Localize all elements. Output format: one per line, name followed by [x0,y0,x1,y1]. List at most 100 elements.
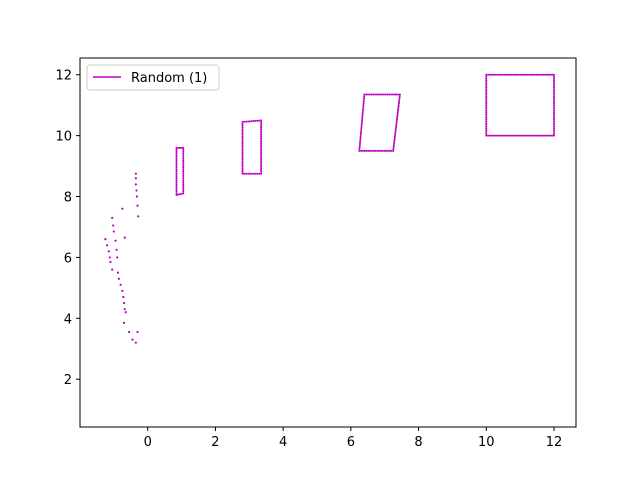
rect-outline-point [241,165,244,168]
rect-outline-point [182,150,185,153]
y-axis: 2 4 6 8 10 12 [55,69,80,388]
data-point [137,215,140,218]
rect-outline-point [394,126,397,129]
rect-outline-point [182,174,185,177]
legend-label-random-1: Random (1) [131,71,207,86]
rect-outline-point [528,73,531,76]
rect-outline-point [552,123,555,126]
data-point [107,250,110,253]
rect-outline-point [552,125,555,128]
rect-outline-point [552,129,555,132]
rect-outline-point [182,170,185,173]
rect-outline-point [398,97,401,100]
rect-outline-point [492,134,495,137]
rect-outline-point [533,73,536,76]
rect-outline-point [260,160,263,163]
rect-outline-point [515,134,518,137]
rect-outline-point [260,144,263,147]
rect-outline-point [260,135,263,138]
rect-outline-point [241,120,244,123]
rect-outline-point [388,149,391,152]
rect-outline-point [377,93,380,96]
rect-outline-point [396,116,399,119]
legend: Random (1) [86,64,220,91]
rect-outline-point [260,149,263,152]
rect-outline-point [182,157,185,160]
rect-outline-point [506,134,509,137]
data-point [109,260,112,264]
rect-outline-point [260,142,263,145]
rect-outline-point [360,129,363,132]
rect-outline-point [372,149,375,152]
rect-outline-point [497,134,500,137]
rect-outline-point [241,135,244,138]
rect-outline-point [392,144,395,147]
rect-outline-point [485,125,488,128]
rect-outline-point [485,84,488,87]
data-point [111,268,114,271]
rect-outline-point [552,84,555,87]
plot-area [79,57,577,428]
rect-outline-point [506,73,509,76]
rect-outline-point [383,149,386,152]
rect-outline-point [241,172,244,175]
data-point [104,238,107,241]
rect-outline-point [386,149,389,152]
rect-outline-point [245,172,248,175]
rect-outline-point [360,120,363,123]
rect-outline-point [522,134,525,137]
rect-outline-point [260,165,263,168]
rect-outline-point [398,95,401,98]
rect-outline-point [385,149,388,152]
rect-outline-point [394,130,397,133]
rect-outline-point [393,142,396,145]
data-point [131,338,134,341]
rect-outline-point [360,124,363,127]
y-tick-label: 10 [55,130,72,145]
rect-outline-point [494,134,497,137]
rect-outline-point [260,147,263,150]
rect-outline-point [552,134,555,137]
rect-outline-point [520,134,523,137]
rect-outline-point [545,134,548,137]
rect-outline-point [552,120,555,123]
rect-outline-point [175,157,178,160]
rect-outline-point [241,140,244,143]
rect-outline-point [260,133,263,136]
rect-outline-point [485,88,488,91]
rect-outline-point [361,149,364,152]
data-point [134,341,137,344]
rect-outline-point [175,186,178,189]
rect-outline-point [252,172,255,175]
rect-outline-point [248,120,251,123]
rect-outline-point [490,73,493,76]
data-point [122,321,126,324]
rect-outline-point [398,100,401,103]
rect-outline-point [538,134,541,137]
rect-outline-point [544,134,547,137]
rect-outline-point [365,93,368,96]
rect-outline-point [552,127,555,130]
rect-outline-point [552,109,555,112]
rect-outline-point [393,139,396,142]
rect-outline-point [260,153,263,156]
rect-outline-point [551,134,554,137]
rect-outline-point [241,167,244,170]
rect-outline-point [499,134,502,137]
rect-outline-point [362,106,365,109]
data-point [114,239,117,242]
data-point [127,330,131,334]
rect-outline-point [252,120,255,123]
data-point [136,204,139,207]
rect-outline-point [180,146,183,149]
rect-outline-point [517,134,520,137]
rect-outline-point [379,93,382,96]
rect-outline-point [397,107,400,110]
rect-outline-point [552,97,555,100]
rect-outline-point [182,185,185,188]
rect-outline-point [254,119,257,122]
rect-outline-point [182,190,185,193]
rect-outline-point [488,73,491,76]
rect-outline-point [536,73,539,76]
